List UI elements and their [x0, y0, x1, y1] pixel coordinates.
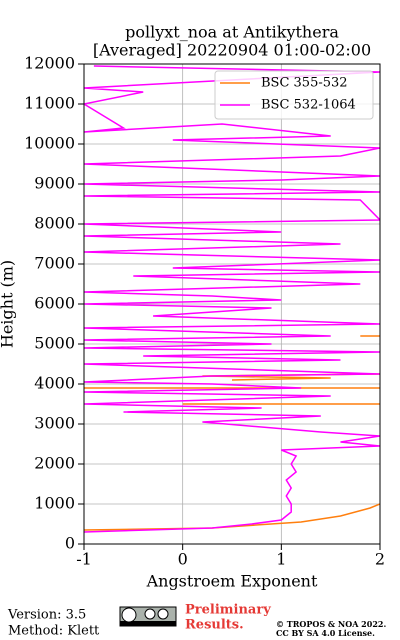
ticks: -1 0 1 201000200030004000500060007000800090…: [24, 54, 385, 569]
y-tick-label: 7000: [34, 254, 75, 273]
x-axis-label: Angstroem Exponent: [146, 572, 318, 591]
grid: [83, 63, 381, 545]
x-tick-label: 0: [178, 550, 188, 569]
preliminary-text: Results.: [185, 618, 244, 633]
license: CC BY SA 4.0 License.: [276, 628, 375, 638]
y-tick-label: 5000: [34, 334, 75, 353]
legend-box: [214, 70, 374, 120]
cc-badge: [119, 606, 177, 627]
version: Version: 3.5: [7, 608, 86, 623]
y-tick-label: 2000: [34, 454, 75, 473]
y-tick-label: 3000: [34, 414, 75, 433]
y-tick-label: 8000: [34, 214, 75, 233]
y-tick-label: 11000: [24, 94, 75, 113]
y-tick-label: 4000: [34, 374, 75, 393]
x-tick-label: 1: [276, 550, 286, 569]
chart-subtitle: [Averaged] 20220904 01:00-02:00: [93, 41, 371, 60]
y-tick-label: 9000: [34, 174, 75, 193]
preliminary-text: Preliminary: [185, 603, 271, 618]
profile-line: [84, 335, 380, 531]
y-tick-label: 12000: [24, 54, 75, 73]
x-tick-label: 2: [375, 550, 385, 569]
y-tick-label: 1000: [34, 494, 75, 513]
legend: BSC 355-532 BSC 532-1064: [214, 70, 374, 120]
x-tick-label: -1: [76, 550, 92, 569]
y-axis-label: Height (m): [0, 260, 17, 348]
copyright: © TROPOS & NOA 2022.: [276, 619, 386, 629]
y-tick-label: 0: [65, 534, 75, 553]
y-tick-label: 10000: [24, 134, 75, 153]
plot-lines: [84, 65, 380, 533]
profile-line: [84, 65, 380, 533]
chart-title: pollyxt_noa at Antikythera: [125, 23, 339, 42]
y-tick-label: 6000: [34, 294, 75, 313]
method: Method: Klett: [8, 624, 100, 639]
legend-label: BSC 532-1064: [261, 98, 356, 113]
legend-label: BSC 355-532: [261, 76, 348, 91]
